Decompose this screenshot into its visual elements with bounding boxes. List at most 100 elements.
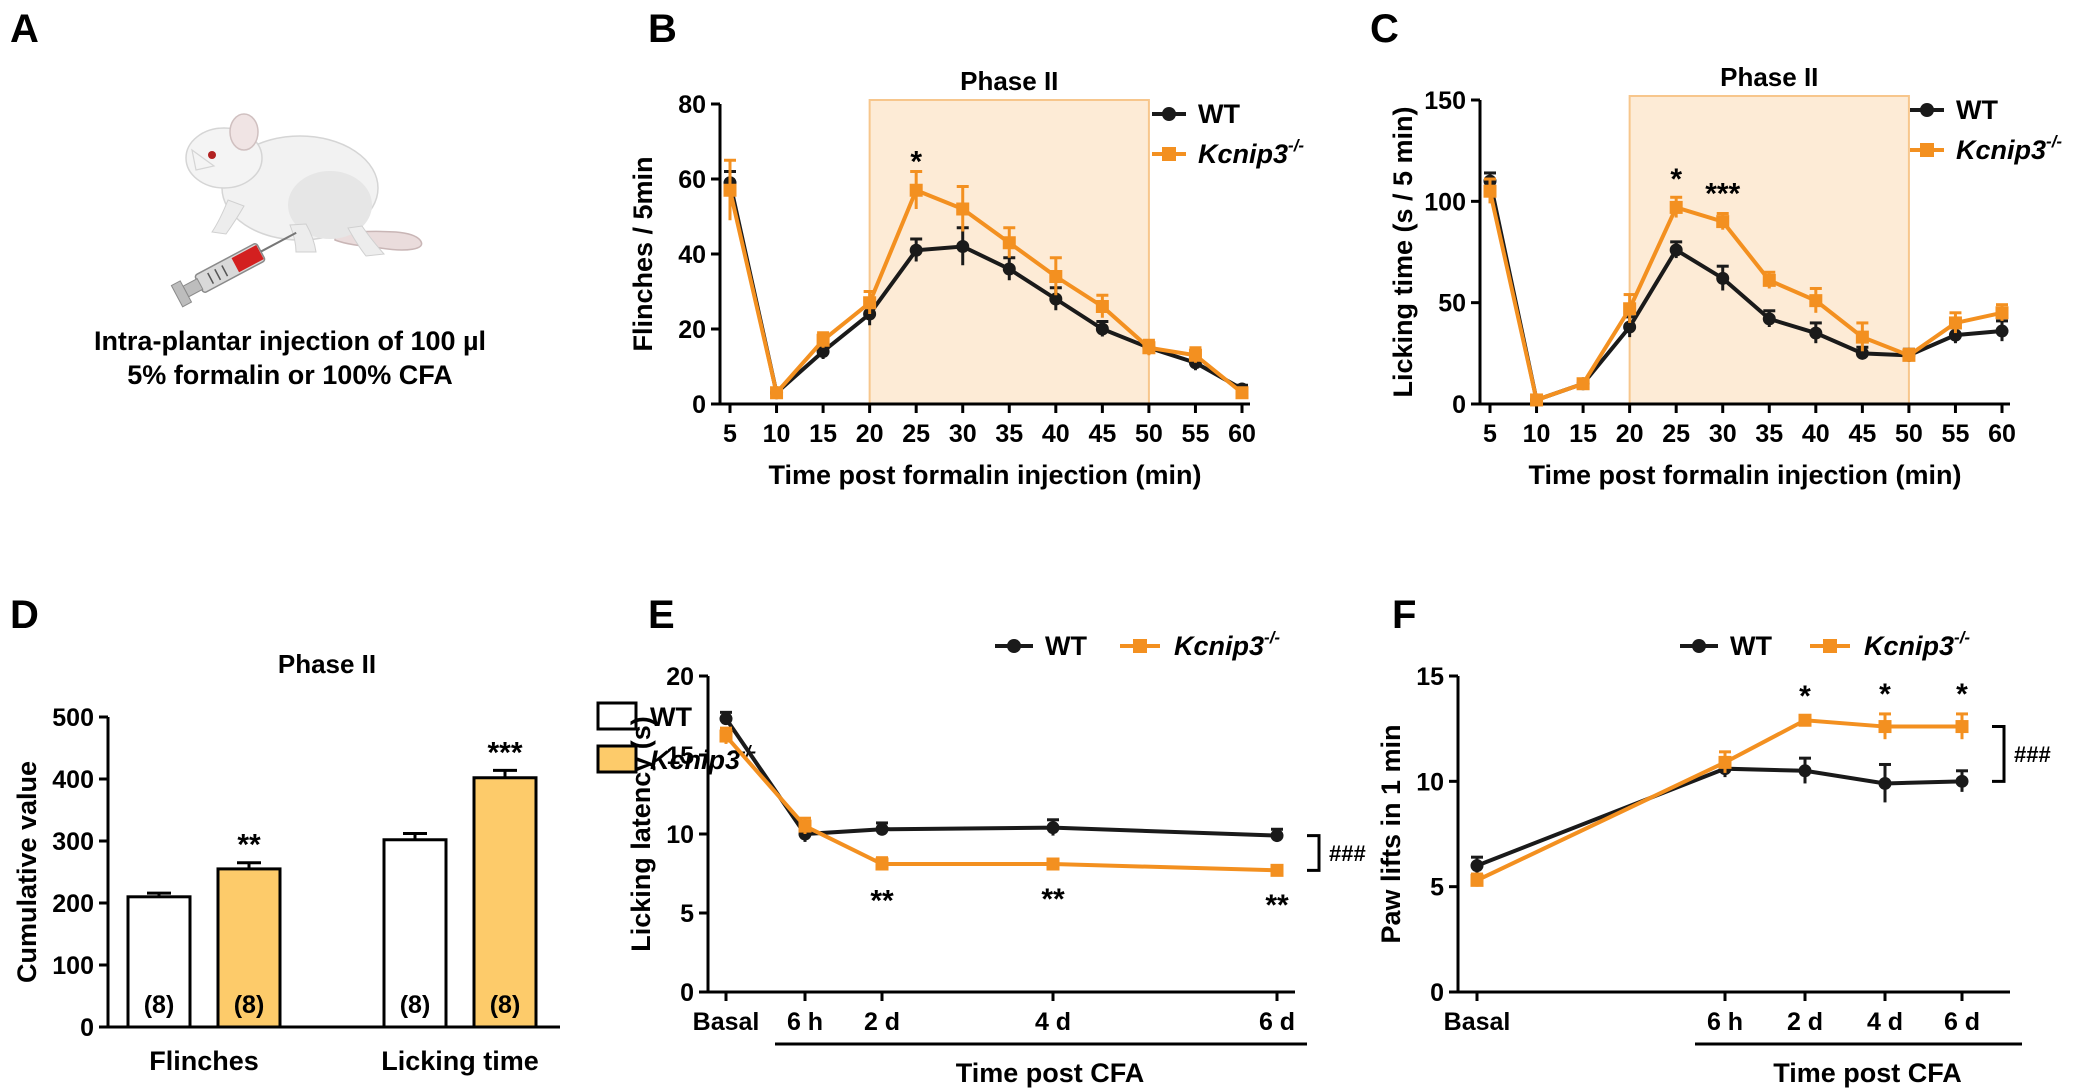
B-point-ko-0 xyxy=(723,183,737,197)
D-sig-1: *** xyxy=(487,736,522,769)
E-point-wt-0 xyxy=(719,712,733,726)
F-y-tick-label-0: 0 xyxy=(1430,979,1444,1007)
C-point-wt-4 xyxy=(1669,243,1683,257)
E-x-tick-label-0: Basal xyxy=(693,1008,760,1036)
C-x-tick-label-5: 5 xyxy=(1483,420,1497,448)
E-point-wt-4 xyxy=(1270,829,1284,843)
B-x-tick-label-60: 60 xyxy=(1228,420,1256,448)
chart-e-licking-latency: 0 5 10 15 20 Basal 6 h 2 d 4 d 6 d Time post CFA Li… xyxy=(626,628,1366,1088)
C-point-wt-7 xyxy=(1809,326,1823,340)
F-point-wt-0 xyxy=(1470,859,1484,873)
B-y-tick-label-40: 40 xyxy=(678,241,706,269)
B-x-tick-label-5: 5 xyxy=(723,420,737,448)
panel-label-f: F xyxy=(1392,593,1416,637)
C-legend-wt: WT xyxy=(1956,95,1998,125)
D-title: Phase II xyxy=(278,649,376,679)
B-legend-ko: Kcnip3-/- xyxy=(1198,136,1304,169)
C-y-tick-label-0: 0 xyxy=(1452,391,1466,419)
B-point-ko-1 xyxy=(770,386,784,400)
C-x-label: Time post formalin injection (min) xyxy=(1528,460,1961,490)
B-x-tick-label-15: 15 xyxy=(809,420,837,448)
E-sig-1: ** xyxy=(1041,883,1065,916)
E-legend-wt: WT xyxy=(1045,631,1087,661)
E-sig-0: ** xyxy=(870,884,894,917)
B-x-tick-label-55: 55 xyxy=(1182,420,1210,448)
D-legend-ko-swatch xyxy=(596,744,638,774)
C-x-tick-label-30: 30 xyxy=(1709,420,1737,448)
D-bar-ko-1 xyxy=(472,776,538,1029)
C-sig-0: * xyxy=(1670,163,1682,196)
E-point-ko-3 xyxy=(1046,857,1060,871)
F-significance-bracket xyxy=(1992,725,2006,783)
D-category-label-0: Flinches xyxy=(149,1046,259,1076)
panel-label-e: E xyxy=(648,593,675,637)
F-point-wt-3 xyxy=(1878,776,1892,790)
E-legend-wt-marker xyxy=(1007,639,1021,653)
C-title: Phase II xyxy=(1720,62,1818,92)
E-x-label: Time post CFA xyxy=(956,1058,1145,1088)
B-point-ko-7 xyxy=(1049,270,1063,283)
D-y-tick-label-0: 0 xyxy=(80,1014,94,1042)
E-point-ko-0 xyxy=(719,729,733,743)
E-significance-bracket xyxy=(1307,834,1321,872)
D-n-ko-1: (8) xyxy=(490,991,521,1019)
E-sig-2: ** xyxy=(1265,889,1289,922)
D-bar-ko-0 xyxy=(216,867,282,1029)
B-y-tick-label-0: 0 xyxy=(692,391,706,419)
C-point-wt-5 xyxy=(1716,271,1730,285)
C-y-tick-label-150: 150 xyxy=(1424,87,1466,115)
B-x-tick-label-45: 45 xyxy=(1088,420,1116,448)
D-n-wt-1: (8) xyxy=(400,991,431,1019)
C-x-tick-label-10: 10 xyxy=(1523,420,1551,448)
F-bracket-label: ### xyxy=(2014,742,2051,767)
E-y-tick-label-0: 0 xyxy=(680,979,694,1007)
syringe-icon xyxy=(170,231,297,308)
injection-caption-line1: Intra-plantar injection of 100 µl xyxy=(94,326,486,356)
F-y-tick-label-15: 15 xyxy=(1416,663,1444,691)
E-y-tick-label-10: 10 xyxy=(666,821,694,849)
B-point-wt-7 xyxy=(1049,292,1063,306)
F-sig-0: * xyxy=(1799,680,1811,713)
F-y-label: Paw lifts in 1 min xyxy=(1376,724,1406,943)
C-point-ko-9 xyxy=(1902,348,1916,362)
B-y-tick-label-20: 20 xyxy=(678,316,706,344)
D-legend-wt-swatch xyxy=(596,701,638,731)
B-sig-0: * xyxy=(910,146,922,179)
E-line-ko xyxy=(724,734,1278,873)
E-point-wt-2 xyxy=(875,822,889,836)
B-y-label: Flinches / 5min xyxy=(628,156,658,351)
B-legend-ko-marker xyxy=(1162,147,1176,161)
E-x-tick-label-3: 4 d xyxy=(1035,1008,1071,1036)
D-y-tick-label-100: 100 xyxy=(52,952,94,980)
E-point-ko-1 xyxy=(798,819,812,833)
B-x-tick-label-40: 40 xyxy=(1042,420,1070,448)
F-point-ko-4 xyxy=(1955,720,1969,734)
B-y-tick-label-80: 80 xyxy=(678,91,706,119)
B-x-tick-label-25: 25 xyxy=(902,420,930,448)
B-point-ko-9 xyxy=(1142,341,1156,355)
F-sig-2: * xyxy=(1956,678,1968,711)
E-y-tick-label-20: 20 xyxy=(666,663,694,691)
B-point-wt-2 xyxy=(816,345,830,358)
E-point-ko-4 xyxy=(1270,863,1284,877)
D-y-tick-label-500: 500 xyxy=(52,704,94,732)
F-sig-1: * xyxy=(1879,678,1891,711)
C-point-ko-8 xyxy=(1855,330,1869,344)
B-point-wt-6 xyxy=(1002,262,1016,276)
B-x-tick-label-10: 10 xyxy=(763,420,791,448)
C-point-ko-11 xyxy=(1995,306,2009,320)
E-point-ko-2 xyxy=(875,857,889,871)
F-legend-ko-marker xyxy=(1823,639,1837,653)
D-y-tick-label-200: 200 xyxy=(52,890,94,918)
E-point-wt-3 xyxy=(1046,821,1060,835)
D-n-wt-0: (8) xyxy=(144,991,175,1019)
C-x-tick-label-35: 35 xyxy=(1755,420,1783,448)
B-y-tick-label-60: 60 xyxy=(678,166,706,194)
B-legend-wt-marker xyxy=(1162,107,1176,121)
C-y-tick-label-50: 50 xyxy=(1438,290,1466,318)
D-y-label: Cumulative value xyxy=(12,761,42,983)
C-x-tick-label-40: 40 xyxy=(1802,420,1830,448)
E-x-tick-label-1: 6 h xyxy=(787,1008,823,1036)
C-point-ko-2 xyxy=(1576,377,1590,391)
F-x-tick-label-2: 2 d xyxy=(1787,1008,1823,1036)
